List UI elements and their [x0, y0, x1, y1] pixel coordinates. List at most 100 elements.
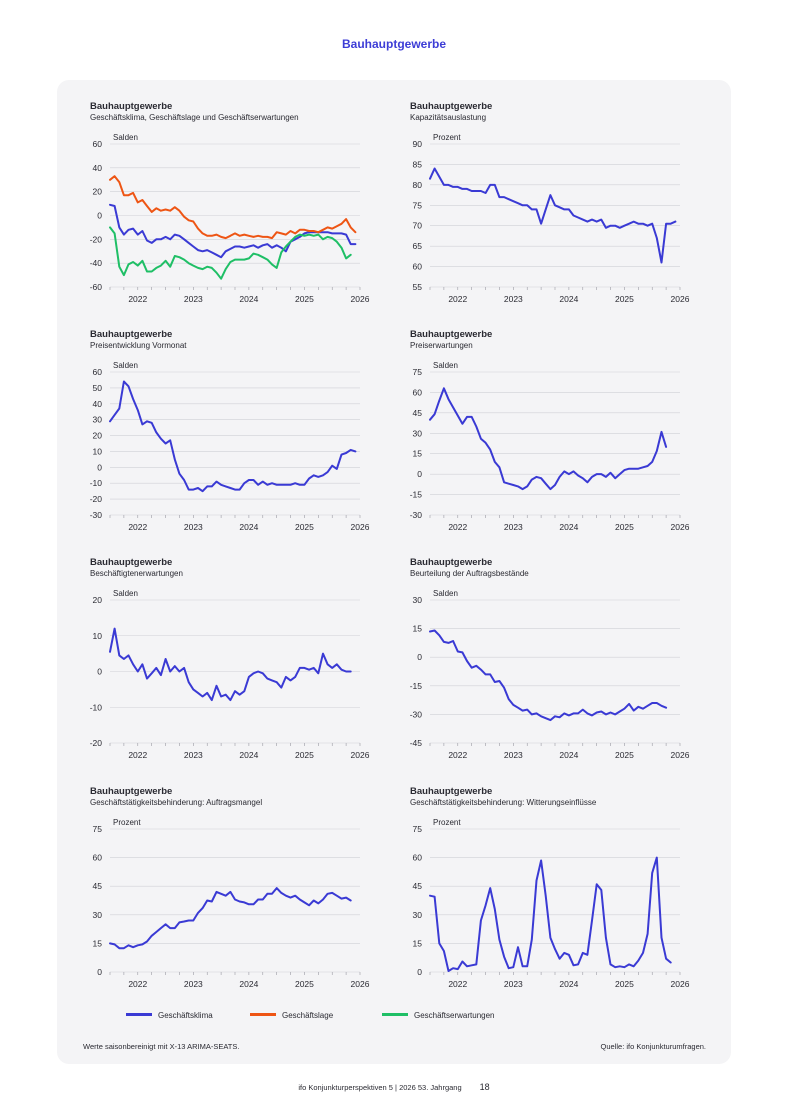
x-tick-label: 2025: [615, 979, 634, 989]
series-line-main: [429, 387, 668, 491]
y-tick-label: 20: [93, 187, 103, 197]
chart-title: Bauhauptgewerbe: [90, 329, 173, 340]
y-tick-label: 80: [413, 180, 423, 190]
y-tick-label: -10: [90, 478, 103, 488]
chart-plot: Salden 75 60 45 30 15 0 -15 -30 2022 2023 2024 2025 2…: [410, 361, 690, 532]
chart-subtitle: Preiserwartungen: [410, 341, 473, 350]
y-tick-label: 90: [413, 139, 423, 149]
chart-subtitle: Beurteilung der Auftragsbestände: [410, 569, 529, 578]
legend-item-expectations: Geschäftserwartungen: [382, 1011, 495, 1020]
y-tick-label: 0: [417, 469, 422, 479]
charts-panel: [57, 80, 731, 1064]
y-tick-label: 0: [97, 667, 102, 677]
x-tick-label: 2022: [128, 294, 147, 304]
x-tick-label: 2022: [448, 522, 467, 532]
y-tick-label: 0: [97, 967, 102, 977]
y-tick-label: 75: [413, 367, 423, 377]
chart-price-expectations: Bauhauptgewerbe Preiserwartungen Salden 7…: [410, 329, 720, 539]
page-number: 18: [479, 1082, 490, 1092]
legend-item-climate: Geschäftsklima: [126, 1011, 213, 1020]
unit-label: Salden: [113, 589, 138, 598]
unit-label: Salden: [433, 361, 458, 370]
unit-label: Salden: [113, 361, 138, 370]
unit-label: Prozent: [433, 818, 461, 827]
x-tick-label: 2025: [615, 294, 634, 304]
unit-label: Prozent: [113, 818, 141, 827]
y-tick-label: 45: [413, 881, 423, 891]
x-tick-label: 2023: [184, 979, 203, 989]
x-tick-label: 2023: [184, 750, 203, 760]
y-tick-label: 30: [413, 910, 423, 920]
x-tick-label: 2025: [615, 750, 634, 760]
y-tick-label: 15: [413, 938, 423, 948]
page-title: Bauhauptgewerbe: [341, 37, 446, 51]
chart-title: Bauhauptgewerbe: [410, 101, 493, 112]
x-tick-label: 2024: [239, 979, 258, 989]
unit-label: Salden: [113, 133, 138, 142]
x-tick-label: 2026: [671, 750, 690, 760]
chart-employment-expectations: Bauhauptgewerbe Beschäftigtenerwartungen…: [90, 557, 400, 767]
chart-price-development: Bauhauptgewerbe Preisentwicklung Vormona…: [90, 329, 400, 539]
x-tick-label: 2026: [671, 979, 690, 989]
x-tick-label: 2024: [559, 522, 578, 532]
legend-swatch: [382, 1013, 408, 1017]
x-tick-label: 2023: [184, 522, 203, 532]
y-tick-label: 75: [413, 824, 423, 834]
x-tick-label: 2022: [128, 979, 147, 989]
chart-climate: Bauhauptgewerbe Geschäftsklima, Geschäft…: [90, 101, 400, 311]
unit-label: Salden: [433, 589, 458, 598]
x-tick-label: 2024: [559, 979, 578, 989]
y-tick-label: 20: [93, 431, 103, 441]
x-tick-label: 2022: [448, 750, 467, 760]
x-tick-label: 2025: [615, 522, 634, 532]
chart-title: Bauhauptgewerbe: [90, 557, 173, 568]
y-tick-label: -10: [90, 702, 103, 712]
x-tick-label: 2026: [671, 294, 690, 304]
chart-title: Bauhauptgewerbe: [90, 101, 173, 112]
y-tick-label: 0: [97, 462, 102, 472]
x-tick-label: 2023: [504, 750, 523, 760]
y-tick-label: 60: [413, 853, 423, 863]
y-tick-label: 60: [93, 367, 103, 377]
chart-title: Bauhauptgewerbe: [410, 786, 493, 797]
x-tick-label: 2023: [504, 522, 523, 532]
y-tick-label: 30: [93, 910, 103, 920]
x-tick-label: 2022: [448, 979, 467, 989]
y-tick-label: 40: [93, 399, 103, 409]
y-tick-label: -20: [90, 494, 103, 504]
x-tick-label: 2025: [295, 294, 314, 304]
series-line-geschäftslage: [109, 175, 357, 240]
y-tick-label: 30: [413, 595, 423, 605]
chart-order-backlog: Bauhauptgewerbe Beurteilung der Auftrags…: [410, 557, 720, 767]
x-tick-label: 2024: [239, 750, 258, 760]
x-tick-label: 2026: [351, 522, 370, 532]
chart-plot: Prozent 75 60 45 30 15 0 2022 2023 2024 2025 2026: [93, 818, 370, 989]
y-tick-label: 60: [413, 387, 423, 397]
chart-plot: Salden 30 15 0 -15 -30 -45 2022 2023 2024 2025 2026: [410, 589, 690, 760]
x-tick-label: 2024: [559, 294, 578, 304]
y-tick-label: 40: [93, 163, 103, 173]
x-tick-label: 2023: [504, 294, 523, 304]
y-tick-label: 85: [413, 159, 423, 169]
chart-subtitle: Geschäftsklima, Geschäftslage und Geschä…: [90, 113, 299, 122]
legend-label: Geschäftsklima: [158, 1011, 213, 1020]
series-line-main: [109, 887, 352, 950]
legend-label: Geschäftslage: [282, 1011, 334, 1020]
y-tick-label: 10: [93, 446, 103, 456]
chart-subtitle: Preisentwicklung Vormonat: [90, 341, 187, 350]
footnote-seasonal-adjustment: Werte saisonbereinigt mit X-13 ARIMA-SEA…: [83, 1042, 240, 1051]
chart-weather-effects: Bauhauptgewerbe Geschäftstätigkeitsbehin…: [410, 786, 720, 996]
y-tick-label: 45: [93, 881, 103, 891]
legend-swatch: [250, 1013, 276, 1017]
y-tick-label: 10: [93, 631, 103, 641]
chart-subtitle: Beschäftigtenerwartungen: [90, 569, 183, 578]
y-tick-label: 15: [413, 449, 423, 459]
chart-plot: Salden 20 10 0 -10 -20 2022 2023 2024 2025 2026: [90, 589, 370, 760]
chart-demand-shortage: Bauhauptgewerbe Geschäftstätigkeitsbehin…: [90, 786, 400, 996]
series-line-main: [109, 627, 352, 702]
x-tick-label: 2025: [295, 750, 314, 760]
chart-title: Bauhauptgewerbe: [90, 786, 173, 797]
page-footer: ifo Konjunkturperspektiven 5 | 2026 53. …: [0, 1082, 788, 1092]
chart-title: Bauhauptgewerbe: [410, 329, 493, 340]
chart-plot: Salden 60 50 40 30 20 10 0 -10 -20 -30 2022 2023 2024…: [90, 361, 370, 532]
